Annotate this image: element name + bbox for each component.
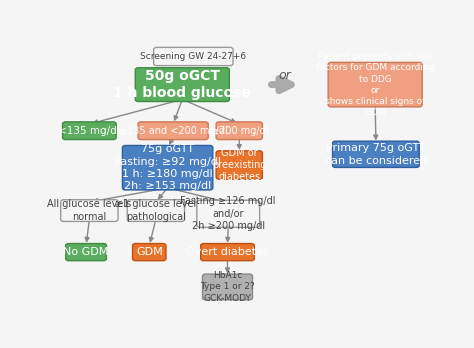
- FancyBboxPatch shape: [66, 244, 107, 261]
- Text: Primary 75g oGTT
can be considered: Primary 75g oGTT can be considered: [325, 143, 427, 166]
- Text: 50g oGCT
1 h blood glucose: 50g oGCT 1 h blood glucose: [113, 69, 251, 100]
- FancyBboxPatch shape: [216, 122, 263, 140]
- Text: 75g oGTT
Fasting: ≥92 mg/dl
1 h: ≥180 mg/dl
2h: ≥153 mg/dl: 75g oGTT Fasting: ≥92 mg/dl 1 h: ≥180 mg…: [115, 144, 220, 191]
- FancyBboxPatch shape: [61, 200, 118, 221]
- Text: GDM: GDM: [136, 247, 163, 257]
- FancyBboxPatch shape: [216, 151, 263, 179]
- Text: Screening GW 24-27+6: Screening GW 24-27+6: [140, 52, 246, 61]
- FancyBboxPatch shape: [201, 244, 255, 261]
- Text: GDM or
preexisting
diabetes: GDM or preexisting diabetes: [212, 148, 266, 182]
- FancyBboxPatch shape: [202, 274, 253, 300]
- Text: ≥1 glucose level
pathological: ≥1 glucose level pathological: [115, 199, 197, 222]
- Text: Patient presents with risk
factors for GDM according
to DDG
or
shows clinical si: Patient presents with risk factors for G…: [316, 53, 434, 117]
- FancyBboxPatch shape: [63, 122, 116, 140]
- Text: or: or: [279, 69, 292, 82]
- FancyBboxPatch shape: [138, 122, 208, 140]
- Text: Overt diabetes: Overt diabetes: [186, 247, 269, 257]
- FancyBboxPatch shape: [333, 141, 419, 167]
- Text: No GDM: No GDM: [64, 247, 109, 257]
- FancyBboxPatch shape: [127, 200, 184, 221]
- FancyBboxPatch shape: [154, 47, 233, 66]
- Text: Fasting ≥126 mg/dl
and/or
2h ≥200 mg/dl: Fasting ≥126 mg/dl and/or 2h ≥200 mg/dl: [181, 196, 276, 231]
- FancyBboxPatch shape: [135, 68, 229, 102]
- FancyBboxPatch shape: [133, 244, 166, 261]
- Text: All glucose levels
normal: All glucose levels normal: [47, 199, 131, 222]
- FancyBboxPatch shape: [122, 145, 213, 190]
- FancyBboxPatch shape: [328, 62, 422, 107]
- Text: HbA1c
Type 1 or 2?
GCK-MODY: HbA1c Type 1 or 2? GCK-MODY: [200, 271, 255, 302]
- FancyBboxPatch shape: [197, 200, 260, 227]
- Text: ≥200 mg/dl: ≥200 mg/dl: [210, 126, 268, 136]
- Text: ≥135 and <200 mg/dl: ≥135 and <200 mg/dl: [119, 126, 228, 136]
- Text: <135 mg/dl: <135 mg/dl: [58, 126, 120, 136]
